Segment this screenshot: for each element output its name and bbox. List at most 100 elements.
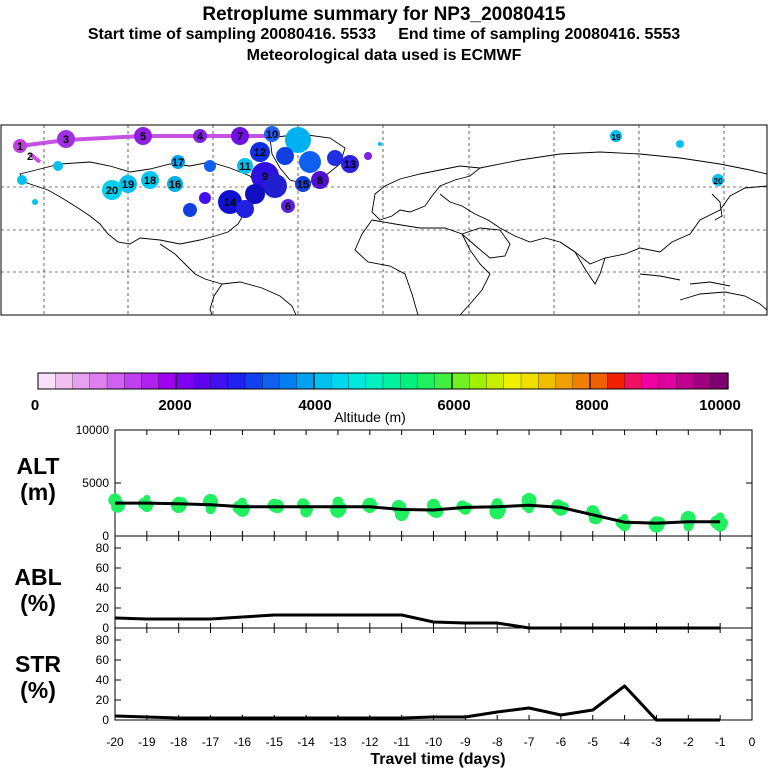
x-tick-label: -11: [393, 735, 410, 749]
plume-labels: 1 3 5 7 10 8 12 11 16 18 19 20 14 15 13 …: [17, 129, 723, 213]
colorbar-swatch: [89, 372, 108, 390]
colorbar-swatch: [641, 372, 660, 390]
altitude-colorbar: 0 2000 4000 6000 8000 10000 Altitude (m): [31, 372, 741, 425]
colorbar-swatch: [503, 372, 522, 390]
series-line-str: [114, 684, 721, 722]
plume-marker: [32, 199, 38, 205]
str-panel-label: STR: [15, 651, 61, 677]
y-tick-label: 0: [102, 713, 109, 727]
colorbar-swatch: [124, 372, 143, 390]
x-tick-label: -9: [460, 735, 471, 749]
plume-marker: [13, 139, 27, 153]
colorbar-swatch: [175, 372, 194, 390]
plume-marker: [171, 155, 185, 169]
x-tick-label: -8: [492, 735, 503, 749]
colorbar-swatch: [469, 372, 488, 390]
colorbar-swatch: [72, 372, 91, 390]
colorbar-tick-label: 10000: [699, 397, 741, 414]
x-tick-label: -6: [556, 735, 567, 749]
map-label: 13: [344, 159, 356, 171]
met-data-label: Meteorological data used is ECMWF: [246, 47, 522, 64]
plume-marker: [250, 142, 270, 162]
map-label: 10: [266, 129, 278, 141]
colorbar-label: Altitude (m): [334, 409, 406, 425]
abl-panel-unit: (%): [20, 590, 56, 616]
x-axis-label: Travel time (days): [370, 751, 505, 768]
x-tick-label: -20: [106, 735, 124, 749]
abl-panel-label: ABL: [14, 564, 61, 590]
colorbar-swatch: [210, 372, 229, 390]
plume-marker: [167, 176, 183, 192]
colorbar-swatch: [382, 372, 401, 390]
plume-marker: [276, 147, 294, 165]
y-tick-label: 60: [96, 561, 110, 575]
map-label: 1: [17, 141, 23, 153]
colorbar-swatch: [538, 372, 557, 390]
colorbar-swatch: [141, 372, 160, 390]
colorbar-swatch: [106, 372, 125, 390]
colorbar-swatch: [193, 372, 212, 390]
plume-marker: [285, 127, 311, 153]
plume-marker: [264, 126, 280, 142]
map-label: 15: [297, 179, 309, 191]
x-tick-label: -7: [524, 735, 535, 749]
plume-marker: [183, 203, 197, 217]
map-label: 6: [285, 201, 291, 213]
x-tick-label: -16: [234, 735, 252, 749]
alt-panel-unit: (m): [20, 479, 56, 505]
map-label: 5: [140, 131, 146, 143]
plume-marker: [218, 190, 242, 214]
map-label: 20: [106, 185, 118, 197]
plume-marker: [193, 129, 207, 143]
colorbar-tick-label: 8000: [575, 397, 608, 414]
x-tick-label: -15: [266, 735, 284, 749]
map-label: 3: [63, 134, 69, 146]
colorbar-swatch: [244, 372, 263, 390]
colorbar-swatch: [55, 372, 74, 390]
sampling-times: Start time of sampling 20080416. 5533 En…: [0, 26, 768, 44]
plume-marker: [57, 130, 75, 148]
map-label: 16: [169, 179, 181, 191]
x-tick-label: -4: [619, 735, 630, 749]
series-line-alt: [115, 501, 721, 525]
y-tick-label: 10000: [76, 423, 110, 437]
x-tick-label: -17: [202, 735, 220, 749]
colorbar-tick-label: 4000: [298, 397, 331, 414]
panel-abl: 0 20 40 60 80: [96, 535, 753, 635]
colorbar-swatch: [434, 372, 453, 390]
y-tick-label: 0: [102, 621, 109, 635]
colorbar-swatch: [37, 372, 56, 390]
plume-marker: [341, 155, 359, 173]
plume-marker: [199, 192, 211, 204]
x-tick-label: -18: [170, 735, 188, 749]
map-label: 17: [172, 157, 184, 169]
y-tick-label: 5000: [82, 476, 109, 490]
plume-marker: [236, 200, 254, 218]
y-tick-label: 20: [96, 693, 110, 707]
y-tick-label: 80: [96, 633, 110, 647]
series-line-abl: [114, 613, 721, 630]
colorbar-swatch: [296, 372, 315, 390]
colorbar-swatch: [331, 372, 350, 390]
plume-marker: [311, 171, 329, 189]
end-time-label: End time of sampling 20080416. 5553: [398, 26, 681, 43]
plume-marker: [263, 174, 287, 198]
map-label: 9: [262, 171, 268, 183]
plume-marker: [245, 184, 265, 204]
x-tick-label: -12: [361, 735, 379, 749]
colorbar-swatch: [589, 372, 608, 390]
map-label: 19: [612, 133, 621, 142]
colorbar-swatch: [417, 372, 436, 390]
map-label: 20: [714, 177, 723, 186]
x-tick-label: 0: [749, 735, 756, 749]
colorbar-swatch: [262, 372, 281, 390]
colorbar-swatch: [676, 372, 695, 390]
plume-marker: [281, 199, 295, 213]
chart-title: Retroplume summary for NP3_20080415: [202, 4, 566, 25]
colorbar-swatch: [451, 372, 470, 390]
map-label: 14: [224, 197, 237, 209]
x-tick-label: -1: [715, 735, 726, 749]
colorbar-swatch: [227, 372, 246, 390]
colorbar-swatch: [158, 372, 177, 390]
panel-alt: 0 5000 10000: [76, 423, 753, 543]
